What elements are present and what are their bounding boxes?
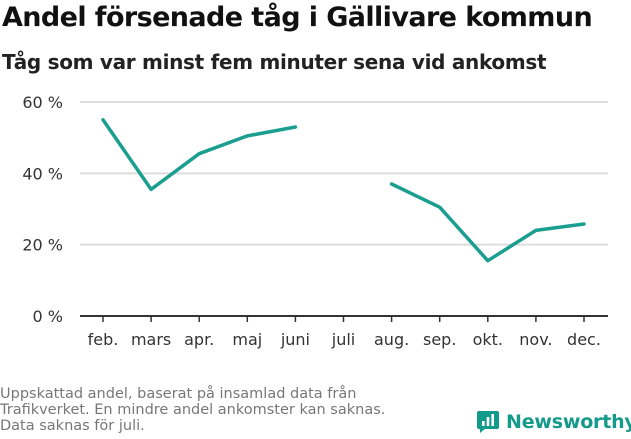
footnote-line: Uppskattad andel, baserat på insamlad da…: [0, 386, 357, 402]
y-tick-label: 40 %: [22, 164, 63, 183]
footnote-line: Data saknas för juli.: [0, 418, 145, 434]
y-tick-label: 20 %: [22, 236, 63, 255]
x-tick-label: juni: [280, 330, 310, 349]
x-tick-label: dec.: [567, 330, 601, 349]
x-tick-label: juli: [331, 330, 355, 349]
x-tick-label: aug.: [374, 330, 409, 349]
x-tick-label: mars: [131, 330, 171, 349]
brand-logo: Newsworthy: [476, 410, 631, 434]
line-chart: 0 % 20 % 40 % 60 % feb. mars apr. maj juni juli a…: [22, 93, 608, 349]
series-line-segment: [389, 182, 586, 263]
x-tick-label: nov.: [519, 330, 552, 349]
chart-subtitle: Tåg som var minst fem minuter sena vid a…: [2, 50, 547, 74]
footnote-line: Trafikverket. En mindre andel ankomster …: [0, 402, 386, 418]
x-tick-label: feb.: [88, 330, 119, 349]
x-tick-label: okt.: [473, 330, 503, 349]
series-line-segment: [101, 118, 298, 192]
y-tick-label: 0 %: [33, 307, 63, 326]
x-axis: feb. mars apr. maj juni juli aug. sep. okt. nov. d…: [80, 315, 608, 349]
y-tick-label: 60 %: [22, 93, 63, 112]
brand-name: Newsworthy: [506, 411, 631, 433]
gridlines: [80, 101, 608, 246]
y-axis-tick-labels: 0 % 20 % 40 % 60 %: [22, 93, 63, 326]
chart-title: Andel försenade tåg i Gällivare kommun: [2, 2, 593, 33]
newsworthy-logo-icon: [477, 411, 499, 433]
x-tick-label: maj: [232, 330, 262, 349]
x-tick-label: sep.: [423, 330, 456, 349]
x-tick-label: apr.: [184, 330, 214, 349]
footnote: Uppskattad andel, baserat på insamlad da…: [0, 386, 440, 434]
series-lines: [101, 118, 586, 263]
